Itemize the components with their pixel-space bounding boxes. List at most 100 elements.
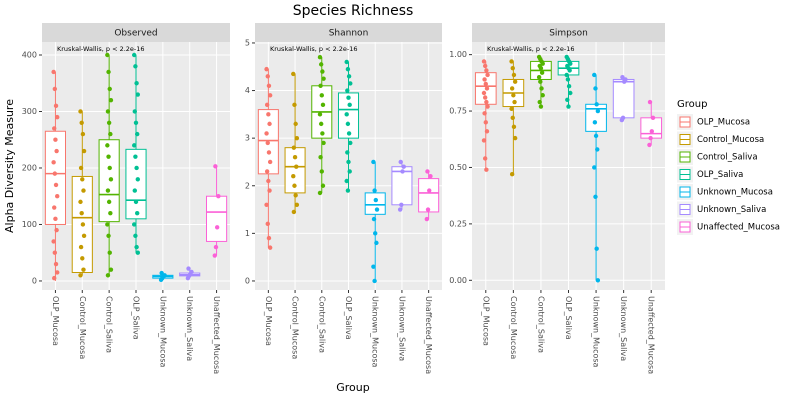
- data-point: [650, 115, 656, 121]
- data-point: [52, 126, 57, 131]
- data-point: [291, 71, 296, 77]
- data-point: [216, 194, 221, 199]
- data-point: [509, 86, 515, 91]
- data-point: [291, 209, 297, 215]
- data-point: [264, 202, 269, 207]
- data-point: [345, 121, 351, 127]
- strip-label: Simpson: [549, 29, 588, 39]
- data-point: [568, 61, 573, 66]
- box: [206, 195, 228, 242]
- data-point: [537, 99, 542, 105]
- data-point: [318, 62, 324, 67]
- data-point: [347, 102, 352, 108]
- data-point: [292, 102, 297, 108]
- data-point: [106, 154, 111, 159]
- data-point: [321, 76, 326, 81]
- data-point: [267, 245, 273, 250]
- y-tick-label: 0.25: [449, 219, 467, 228]
- data-point: [132, 222, 137, 227]
- data-point: [186, 266, 191, 271]
- data-point: [538, 104, 544, 109]
- data-point: [52, 250, 58, 255]
- data-point: [78, 109, 83, 114]
- data-point: [108, 267, 114, 272]
- data-point: [346, 131, 352, 136]
- data-point: [620, 115, 626, 121]
- data-point: [134, 244, 139, 250]
- strip-label: Shannon: [329, 29, 369, 39]
- data-point: [371, 216, 377, 222]
- data-point: [510, 115, 515, 121]
- data-point: [484, 86, 490, 91]
- data-point: [482, 63, 488, 69]
- data-point: [401, 164, 406, 169]
- data-point: [374, 240, 379, 246]
- data-point: [133, 199, 139, 205]
- data-point: [51, 69, 56, 75]
- data-point: [135, 92, 140, 97]
- data-point: [427, 188, 432, 193]
- data-point: [566, 104, 571, 109]
- x-tick-label: Unaffected_Mucosa: [424, 296, 433, 374]
- data-point: [649, 129, 655, 134]
- x-tick-label: Unknown_Mucosa: [371, 296, 380, 368]
- data-point: [320, 102, 326, 108]
- data-point: [81, 148, 87, 154]
- y-tick-label: 3: [245, 134, 250, 143]
- data-point: [264, 169, 270, 174]
- data-point: [78, 273, 83, 278]
- data-point: [264, 66, 269, 72]
- legend-title: Group: [677, 99, 707, 110]
- data-point: [107, 86, 112, 92]
- x-tick-label: Unknown_Saliva: [619, 296, 628, 361]
- data-point: [539, 70, 545, 75]
- box: [640, 117, 663, 139]
- data-point: [266, 83, 272, 88]
- data-point: [399, 202, 404, 207]
- data-point: [320, 183, 326, 188]
- x-tick-label: Control_Mucosa: [509, 296, 518, 359]
- data-point: [80, 222, 86, 227]
- data-point: [292, 183, 297, 188]
- data-point: [292, 154, 298, 160]
- data-point: [51, 160, 56, 165]
- data-point: [484, 167, 489, 172]
- data-point: [134, 165, 139, 171]
- box: [98, 139, 120, 223]
- strip-background: [42, 23, 230, 42]
- data-point: [78, 244, 84, 250]
- data-point: [266, 112, 271, 117]
- data-point: [371, 264, 376, 269]
- data-point: [373, 231, 378, 236]
- data-point: [108, 131, 113, 137]
- data-point: [80, 177, 85, 182]
- data-point: [317, 112, 323, 117]
- data-point: [214, 225, 220, 230]
- data-point: [482, 111, 487, 116]
- data-point: [594, 246, 599, 251]
- data-point: [133, 120, 139, 125]
- data-point: [372, 188, 377, 193]
- box: [418, 178, 440, 213]
- data-point: [133, 64, 138, 69]
- data-point: [483, 120, 488, 125]
- data-point: [265, 221, 270, 227]
- data-point: [344, 178, 349, 184]
- data-point: [345, 88, 350, 93]
- data-point: [647, 99, 653, 105]
- data-point: [511, 93, 516, 98]
- data-point: [213, 244, 219, 250]
- x-tick-label: Control_Mucosa: [291, 296, 300, 359]
- data-point: [397, 207, 403, 212]
- strip-background: [472, 23, 665, 42]
- x-tick-label: OLP_Mucosa: [51, 296, 60, 346]
- strip-label: Observed: [114, 29, 157, 39]
- x-tick-label: Unknown_Mucosa: [592, 296, 601, 368]
- data-point: [509, 172, 515, 177]
- x-tick-label: Control_Mucosa: [78, 296, 87, 359]
- data-point: [132, 188, 137, 193]
- data-point: [79, 120, 84, 125]
- data-point: [53, 103, 59, 109]
- data-point: [267, 121, 272, 127]
